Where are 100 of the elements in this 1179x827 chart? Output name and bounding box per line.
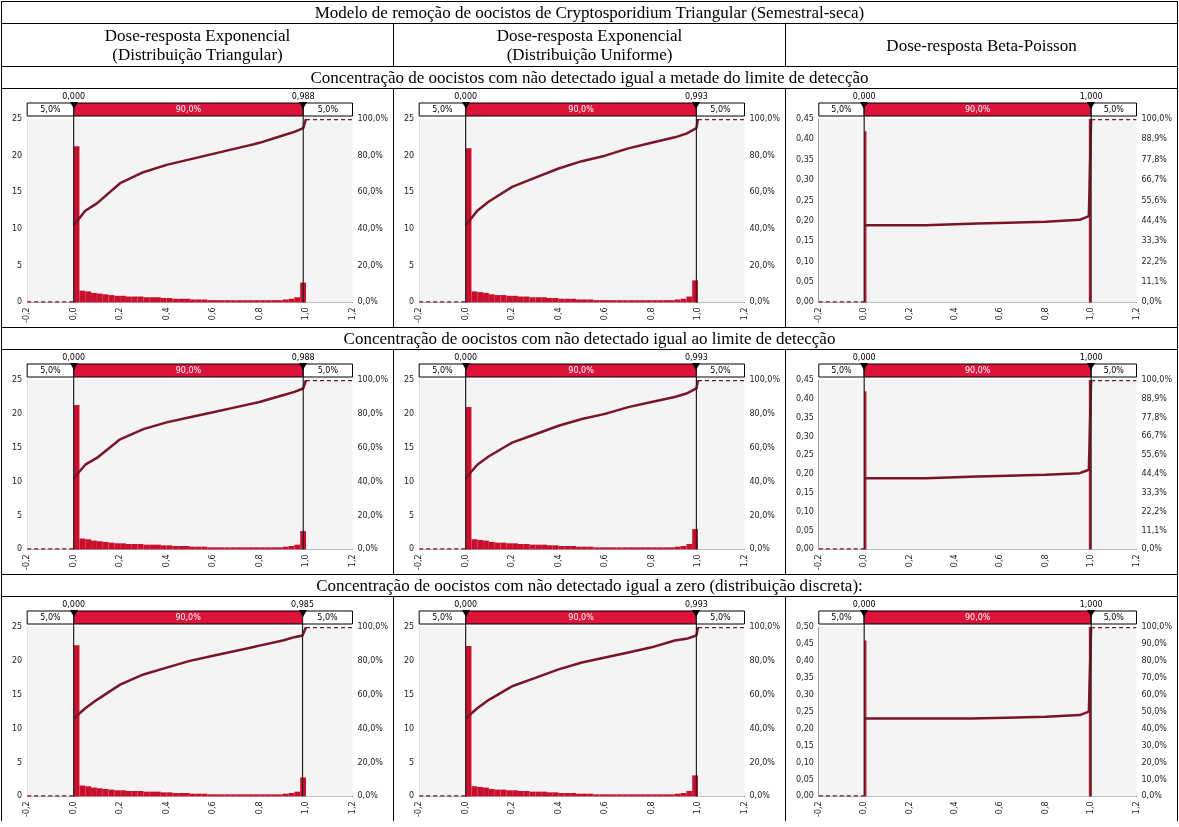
x-tick-label: 1,2 <box>1131 307 1141 321</box>
y-tick-label: 20 <box>403 655 415 665</box>
y2-tick-label: 40,0% <box>749 723 776 733</box>
y-tick-label: 0,15 <box>796 488 814 498</box>
y2-tick-label: 22,2% <box>1141 506 1168 516</box>
y-tick-label: 5 <box>409 757 415 767</box>
x-tick-label: 0,0 <box>460 554 470 568</box>
x-tick-label: 1,2 <box>739 554 749 568</box>
y2-tick-label: 60,0% <box>357 442 384 452</box>
y2-tick-label: 33,3% <box>1141 236 1168 246</box>
y2-tick-label: 90,0% <box>1141 639 1168 649</box>
x-tick-label: 0,2 <box>507 801 517 815</box>
y-tick-label: 20 <box>11 655 23 665</box>
y2-tick-label: 40,0% <box>357 224 384 234</box>
y2-tick-label: 60,0% <box>749 187 776 197</box>
y-tick-label: 0,10 <box>796 256 814 266</box>
y-tick-label: 0,30 <box>796 431 814 441</box>
y-tick-label: 20 <box>11 150 23 160</box>
x-tick-label: -0,2 <box>414 307 424 323</box>
x-tick-label: 0,8 <box>1040 554 1050 568</box>
y2-tick-label: 33,3% <box>1141 488 1168 498</box>
y-tick-label: 25 <box>11 375 23 385</box>
y2-tick-label: 20,0% <box>357 510 384 520</box>
x-tick-label: -0,2 <box>813 554 823 570</box>
y-tick-label: 10 <box>11 476 23 486</box>
text: Concentração de oocistos com não detectado igual a metade do limite de detecção <box>1 66 1178 89</box>
ref-line-label: 0,000 <box>454 92 478 102</box>
x-tick-label: 0,8 <box>254 801 264 815</box>
y2-tick-label: 0,0% <box>749 791 771 801</box>
x-tick-label: -0,2 <box>22 307 32 323</box>
y2-tick-label: 20,0% <box>749 510 776 520</box>
y-tick-label: 5 <box>409 260 415 270</box>
y2-tick-label: 100,0% <box>749 375 781 385</box>
text: Dose-resposta Exponencial (Distribuição Triangular) <box>1 23 394 67</box>
y-tick-label: 0,15 <box>796 236 814 246</box>
y2-tick-label: 20,0% <box>357 260 384 270</box>
y-tick-label: 0,50 <box>796 622 814 632</box>
y-tick-label: 0,10 <box>796 757 814 767</box>
y2-tick-label: 66,7% <box>1141 431 1168 441</box>
y2-tick-label: 80,0% <box>749 655 776 665</box>
y2-tick-label: 80,0% <box>357 150 384 160</box>
x-tick-label: 0,0 <box>859 554 869 568</box>
y-tick-label: 0,20 <box>796 469 814 479</box>
x-tick-label: -0,2 <box>813 307 823 323</box>
text: 5,0% <box>710 105 731 115</box>
x-tick-label: 1,0 <box>693 307 703 321</box>
y-tick-label: 0,15 <box>796 740 814 750</box>
x-tick-label: 0,2 <box>904 554 914 568</box>
y2-tick-label: 40,0% <box>749 476 776 486</box>
text: 90,0% <box>964 105 991 115</box>
text: 5,0% <box>1103 366 1125 376</box>
y-tick-label: 25 <box>403 375 415 385</box>
y-tick-label: 0,35 <box>796 412 814 422</box>
ref-line-label: 0,993 <box>684 353 708 363</box>
y-tick-label: 15 <box>403 442 415 452</box>
y2-tick-label: 0,0% <box>1141 791 1163 801</box>
y2-tick-label: 20,0% <box>749 260 776 270</box>
y-tick-label: 10 <box>403 224 415 234</box>
y-tick-label: 10 <box>11 224 23 234</box>
x-tick-label: 0,4 <box>553 307 563 321</box>
y2-tick-label: 100,0% <box>357 622 389 632</box>
y2-tick-label: 0,0% <box>357 297 379 307</box>
y-tick-label: 0 <box>409 297 415 307</box>
y-tick-label: 0,00 <box>796 791 814 801</box>
text: 5,0% <box>831 366 853 376</box>
ref-line-label: 0,985 <box>291 600 314 610</box>
text: Modelo de remoção de oocistos de Cryptosporidium Triangular (Semestral-seca) <box>1 1 1178 24</box>
y2-tick-label: 60,0% <box>357 689 384 699</box>
text: Dose-resposta Exponencial (Distribuição Uniforme) <box>393 23 786 67</box>
y2-tick-label: 20,0% <box>1141 757 1168 767</box>
text: 5,0% <box>40 613 61 623</box>
ref-line-label: 0,988 <box>291 353 315 363</box>
ref-line-label: 1,000 <box>1079 600 1103 610</box>
text: 5,0% <box>432 613 453 623</box>
text: 90,0% <box>175 366 202 376</box>
x-tick-label: -0,2 <box>813 801 823 817</box>
x-tick-label: 0,8 <box>1040 801 1050 815</box>
x-tick-label: 0,4 <box>161 307 171 321</box>
y2-tick-label: 55,6% <box>1141 195 1168 205</box>
x-tick-label: 0,2 <box>115 801 125 815</box>
x-tick-label: 0,4 <box>161 554 171 568</box>
y2-tick-label: 80,0% <box>1141 655 1168 665</box>
y-tick-label: 25 <box>11 114 23 124</box>
ref-line-label: 0,000 <box>62 600 86 610</box>
text: 5,0% <box>40 105 61 115</box>
text: 90,0% <box>568 366 595 376</box>
x-tick-label: 1,0 <box>301 554 311 568</box>
y2-tick-label: 10,0% <box>1141 774 1168 784</box>
y-tick-label: 0,05 <box>796 525 814 535</box>
y-tick-label: 20 <box>11 408 23 418</box>
y-tick-label: 15 <box>403 187 415 197</box>
text: 5,0% <box>710 613 731 623</box>
x-tick-label: 1,2 <box>1131 554 1141 568</box>
y2-tick-label: 50,0% <box>1141 706 1168 716</box>
y2-tick-label: 11,1% <box>1141 525 1168 535</box>
y2-tick-label: 44,4% <box>1141 469 1168 479</box>
y2-tick-label: 40,0% <box>357 723 384 733</box>
ref-line-label: 0,000 <box>852 600 876 610</box>
x-tick-label: -0,2 <box>414 554 424 570</box>
x-tick-label: 0,4 <box>553 801 563 815</box>
